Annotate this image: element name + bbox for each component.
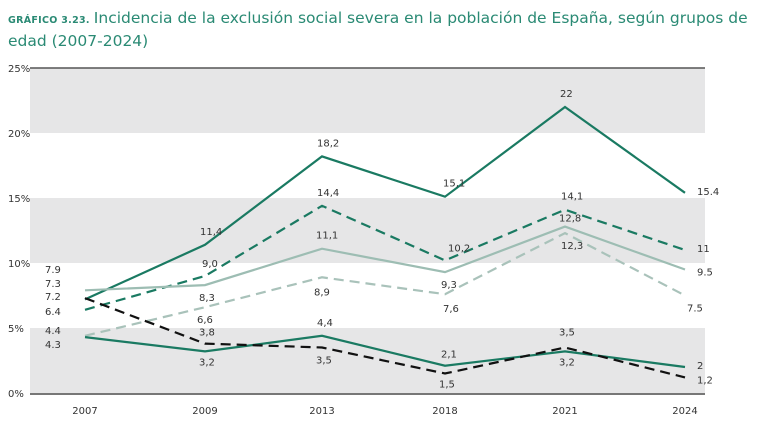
data-label: 9.5 [697,268,713,279]
data-label: 3,2 [199,357,215,368]
series-line-5 [84,297,686,379]
chart-title: GRÁFICO 3.23. Incidencia de la exclusión … [8,8,753,52]
y-tick-label: 25% [8,64,30,75]
series-line-3 [84,231,686,337]
x-tick-label: 2009 [192,406,217,417]
data-label: 4,4 [317,318,333,329]
data-label: 9,0 [202,259,218,270]
series-line-4 [84,334,686,369]
data-label: 6.4 [45,307,61,318]
data-label: 15,1 [443,179,465,190]
data-label: 4.3 [45,340,61,351]
data-label: 14,4 [317,188,339,199]
data-label: 12,8 [559,214,581,225]
data-label: 3,5 [316,356,332,367]
data-label: 7.9 [45,265,61,276]
data-label: 15.4 [697,187,719,198]
data-label: 11,4 [200,227,222,238]
data-label: 9,3 [441,280,457,291]
data-label: 3,8 [199,328,215,339]
data-label: 3,2 [559,357,575,368]
data-label: 7.5 [687,304,703,315]
data-label: 2,1 [441,350,457,361]
series-line-0 [84,105,686,301]
data-label: 3,5 [559,328,575,339]
data-label: 1,5 [439,380,455,391]
x-tick-label: 2007 [72,406,97,417]
grid-band [30,328,705,393]
data-label: 7.2 [45,292,61,303]
data-label: 14,1 [561,192,583,203]
data-label: 10,2 [448,243,470,254]
y-tick-label: 0% [8,389,24,400]
x-tick-label: 2024 [672,406,697,417]
grid-band [30,198,705,263]
data-label: 4.4 [45,326,61,337]
data-label: 7.3 [45,279,61,290]
figure-number: GRÁFICO 3.23. [8,15,90,26]
x-tick-label: 2013 [309,406,334,417]
data-label: 2 [697,361,703,372]
grid-band [30,68,705,133]
data-label: 18,2 [317,138,339,149]
y-tick-label: 5% [8,324,24,335]
x-tick-label: 2018 [432,406,457,417]
data-label: 11,1 [316,231,338,242]
series-line-2 [84,225,686,292]
x-tick-label: 2021 [552,406,577,417]
data-label: 11 [697,244,710,255]
data-label: 12,3 [561,241,583,252]
y-tick-label: 15% [8,194,30,205]
y-tick-label: 10% [8,259,30,270]
data-label: 8,3 [199,293,215,304]
data-label: 22 [560,89,573,100]
title-text: Incidencia de la exclusión social severa… [8,9,748,50]
series-line-1 [84,204,686,311]
y-tick-label: 20% [8,129,30,140]
data-label: 7,6 [443,304,459,315]
data-label: 8,9 [314,287,330,298]
data-label: 1,2 [697,375,713,386]
data-label: 6,6 [197,315,213,326]
